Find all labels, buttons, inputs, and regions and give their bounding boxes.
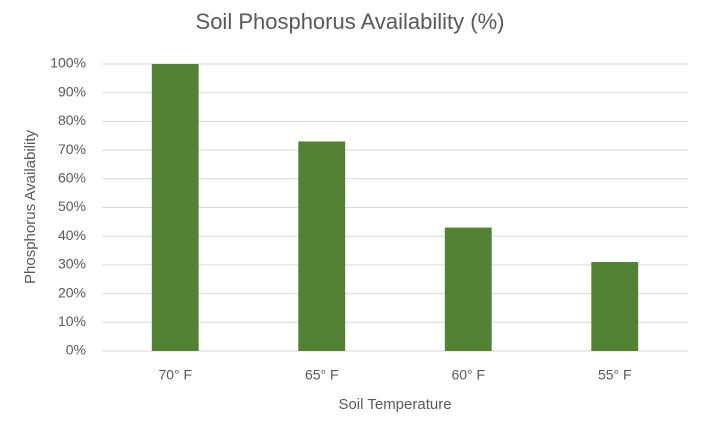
y-tick-label: 90%	[58, 83, 86, 99]
y-tick-label: 0%	[66, 342, 86, 358]
x-tick-label: 60° F	[451, 367, 485, 383]
x-tick-label: 65° F	[305, 367, 339, 383]
bar	[298, 141, 346, 351]
y-tick-label: 10%	[58, 313, 86, 329]
bar	[151, 64, 199, 351]
chart-title: Soil Phosphorus Availability (%)	[196, 9, 505, 34]
x-tick-label: 70° F	[158, 367, 192, 383]
bar	[444, 227, 492, 351]
y-tick-label: 40%	[58, 227, 86, 243]
y-axis-title: Phosphorus Availability	[22, 130, 39, 284]
y-tick-label: 20%	[58, 284, 86, 300]
x-axis-title: Soil Temperature	[338, 396, 451, 413]
y-tick-label: 30%	[58, 256, 86, 272]
y-tick-label: 50%	[58, 198, 86, 214]
y-tick-label: 80%	[58, 112, 86, 128]
y-tick-label: 70%	[58, 141, 86, 157]
bar	[591, 262, 639, 351]
y-tick-label: 60%	[58, 170, 86, 186]
x-tick-label: 55° F	[598, 367, 632, 383]
y-tick-label: 100%	[50, 55, 86, 71]
